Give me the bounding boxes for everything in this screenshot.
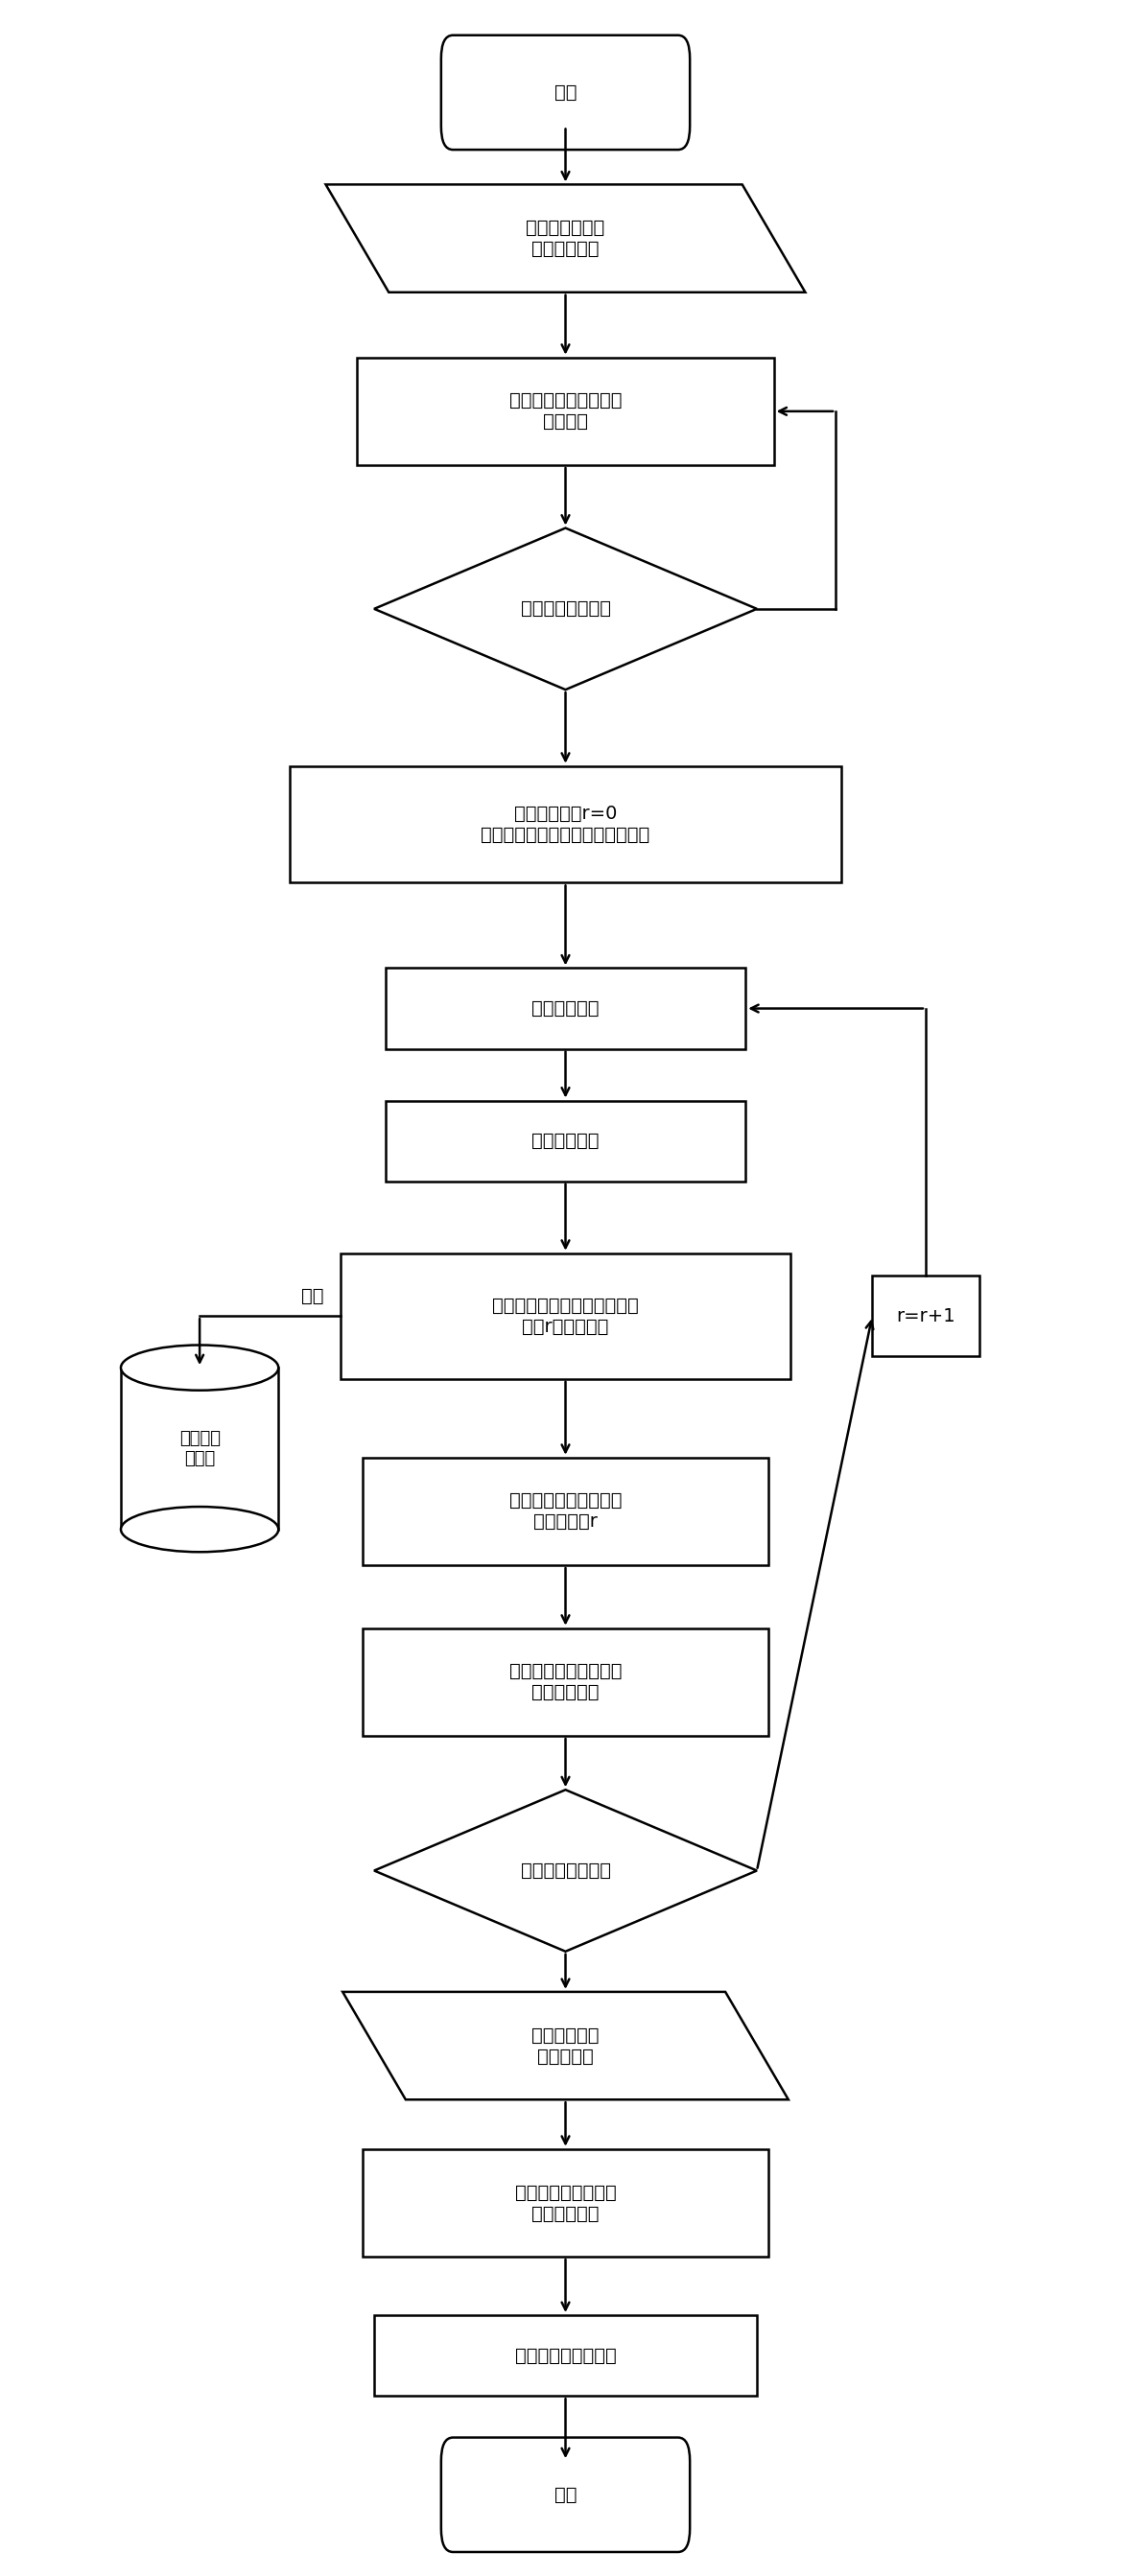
- Text: 修正角度、轨迹间距、
轨迹数量: 修正角度、轨迹间距、 轨迹数量: [509, 392, 622, 430]
- Text: 轨迹数量足够多？: 轨迹数量足够多？: [520, 600, 611, 618]
- Bar: [386, 969, 745, 1048]
- Bar: [872, 1275, 979, 1358]
- Bar: [357, 358, 774, 466]
- Ellipse shape: [121, 1507, 278, 1551]
- Bar: [363, 1458, 768, 1566]
- Ellipse shape: [121, 1345, 278, 1391]
- Bar: [290, 765, 841, 884]
- Text: 结束: 结束: [554, 2486, 577, 2504]
- Text: 从总的轨迹数量中减去
已分配的数量: 从总的轨迹数量中减去 已分配的数量: [509, 1662, 622, 1703]
- Bar: [340, 1252, 791, 1378]
- Text: 初始化进程号r=0
初始化周期性轨迹起始编号、数量: 初始化进程号r=0 初始化周期性轨迹起始编号、数量: [481, 804, 650, 845]
- Text: r=r+1: r=r+1: [896, 1306, 956, 1324]
- Bar: [363, 1628, 768, 1736]
- Bar: [386, 1100, 745, 1182]
- Text: 开始: 开始: [554, 82, 577, 100]
- Text: 读取分配任务所
需的输入数据: 读取分配任务所 需的输入数据: [526, 219, 605, 258]
- Polygon shape: [326, 185, 805, 291]
- Text: 求解最优化问题，得到分配给
进程r的轨迹数量: 求解最优化问题，得到分配给 进程r的轨迹数量: [492, 1296, 639, 1337]
- Polygon shape: [374, 528, 757, 690]
- Text: 更新起始编号: 更新起始编号: [532, 1131, 599, 1149]
- Bar: [374, 2316, 757, 2396]
- Text: 迭代求解特征线方程: 迭代求解特征线方程: [515, 2347, 616, 2365]
- FancyBboxPatch shape: [441, 2437, 690, 2553]
- Text: 读取计算所需
的输入数据: 读取计算所需 的输入数据: [532, 2027, 599, 2066]
- Bar: [121, 1368, 278, 1530]
- Text: 完成横截面和垂直面
内的射线追踪: 完成横截面和垂直面 内的射线追踪: [515, 2184, 616, 2223]
- FancyBboxPatch shape: [441, 36, 690, 149]
- Text: 已是最后的进程？: 已是最后的进程？: [520, 1862, 611, 1880]
- Bar: [363, 2148, 768, 2257]
- Text: 分配方案
数据库: 分配方案 数据库: [179, 1430, 221, 1468]
- Text: 将轨迹起始编号、数量
发送给进程r: 将轨迹起始编号、数量 发送给进程r: [509, 1492, 622, 1530]
- Text: 保存: 保存: [301, 1285, 323, 1306]
- Text: 计算平均负载: 计算平均负载: [532, 999, 599, 1018]
- Polygon shape: [374, 1790, 757, 1953]
- Polygon shape: [343, 1991, 788, 2099]
